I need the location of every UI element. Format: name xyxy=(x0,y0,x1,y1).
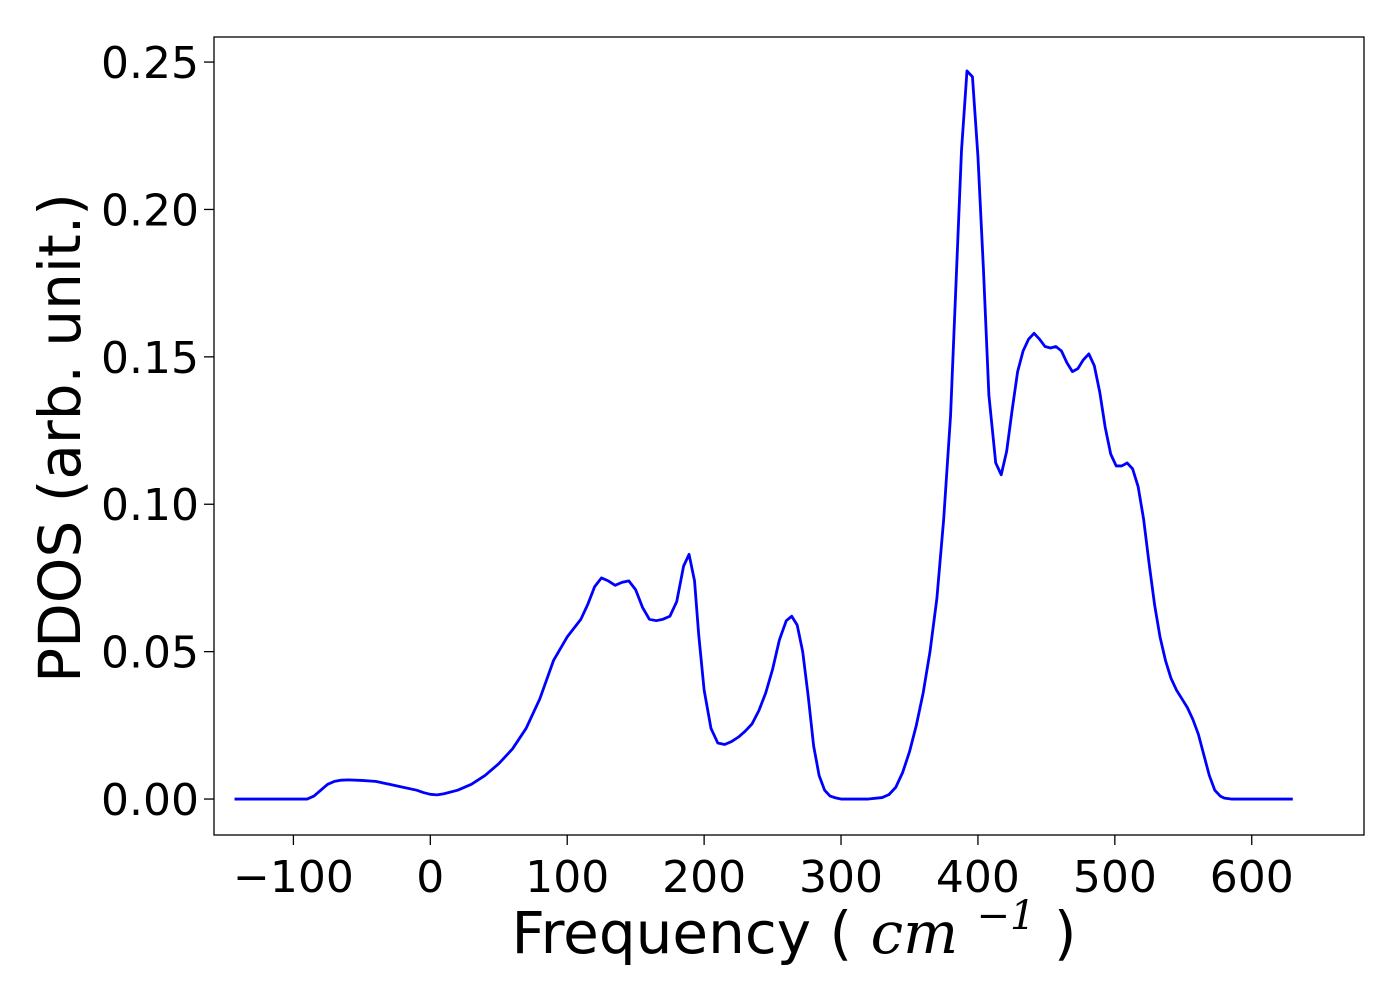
x-tick-label: 300 xyxy=(799,852,883,903)
x-tick-label: −100 xyxy=(233,852,354,903)
y-tick-label: 0.10 xyxy=(101,480,199,531)
x-tick-label: 400 xyxy=(936,852,1020,903)
x-axis-label-exponent: −1 xyxy=(977,893,1036,939)
y-axis-label: PDOS (arb. unit.) xyxy=(26,193,94,683)
x-tick-label: 100 xyxy=(525,852,609,903)
x-tick-label: 200 xyxy=(662,852,746,903)
plot-area xyxy=(234,69,1293,801)
y-axis: 0.00 0.05 0.10 0.15 0.20 0.25 xyxy=(101,38,214,826)
y-tick-label: 0.15 xyxy=(101,333,199,384)
x-axis: −100 0 100 200 300 400 500 600 xyxy=(233,835,1294,903)
x-tick-label: 600 xyxy=(1210,852,1294,903)
y-tick-label: 0.25 xyxy=(101,38,199,89)
y-tick-label: 0.00 xyxy=(101,775,199,826)
plot-frame xyxy=(213,36,1365,836)
x-tick-label: 0 xyxy=(416,852,444,903)
pdos-line xyxy=(234,69,1293,801)
x-tick-label: 500 xyxy=(1073,852,1157,903)
x-axis-label: Frequency ( cm −1 ) xyxy=(511,875,1076,967)
y-tick-label: 0.20 xyxy=(101,185,199,236)
x-axis-label-unit: cm xyxy=(871,899,958,967)
y-tick-label: 0.05 xyxy=(101,628,199,679)
x-axis-label-text: Frequency xyxy=(511,899,811,967)
